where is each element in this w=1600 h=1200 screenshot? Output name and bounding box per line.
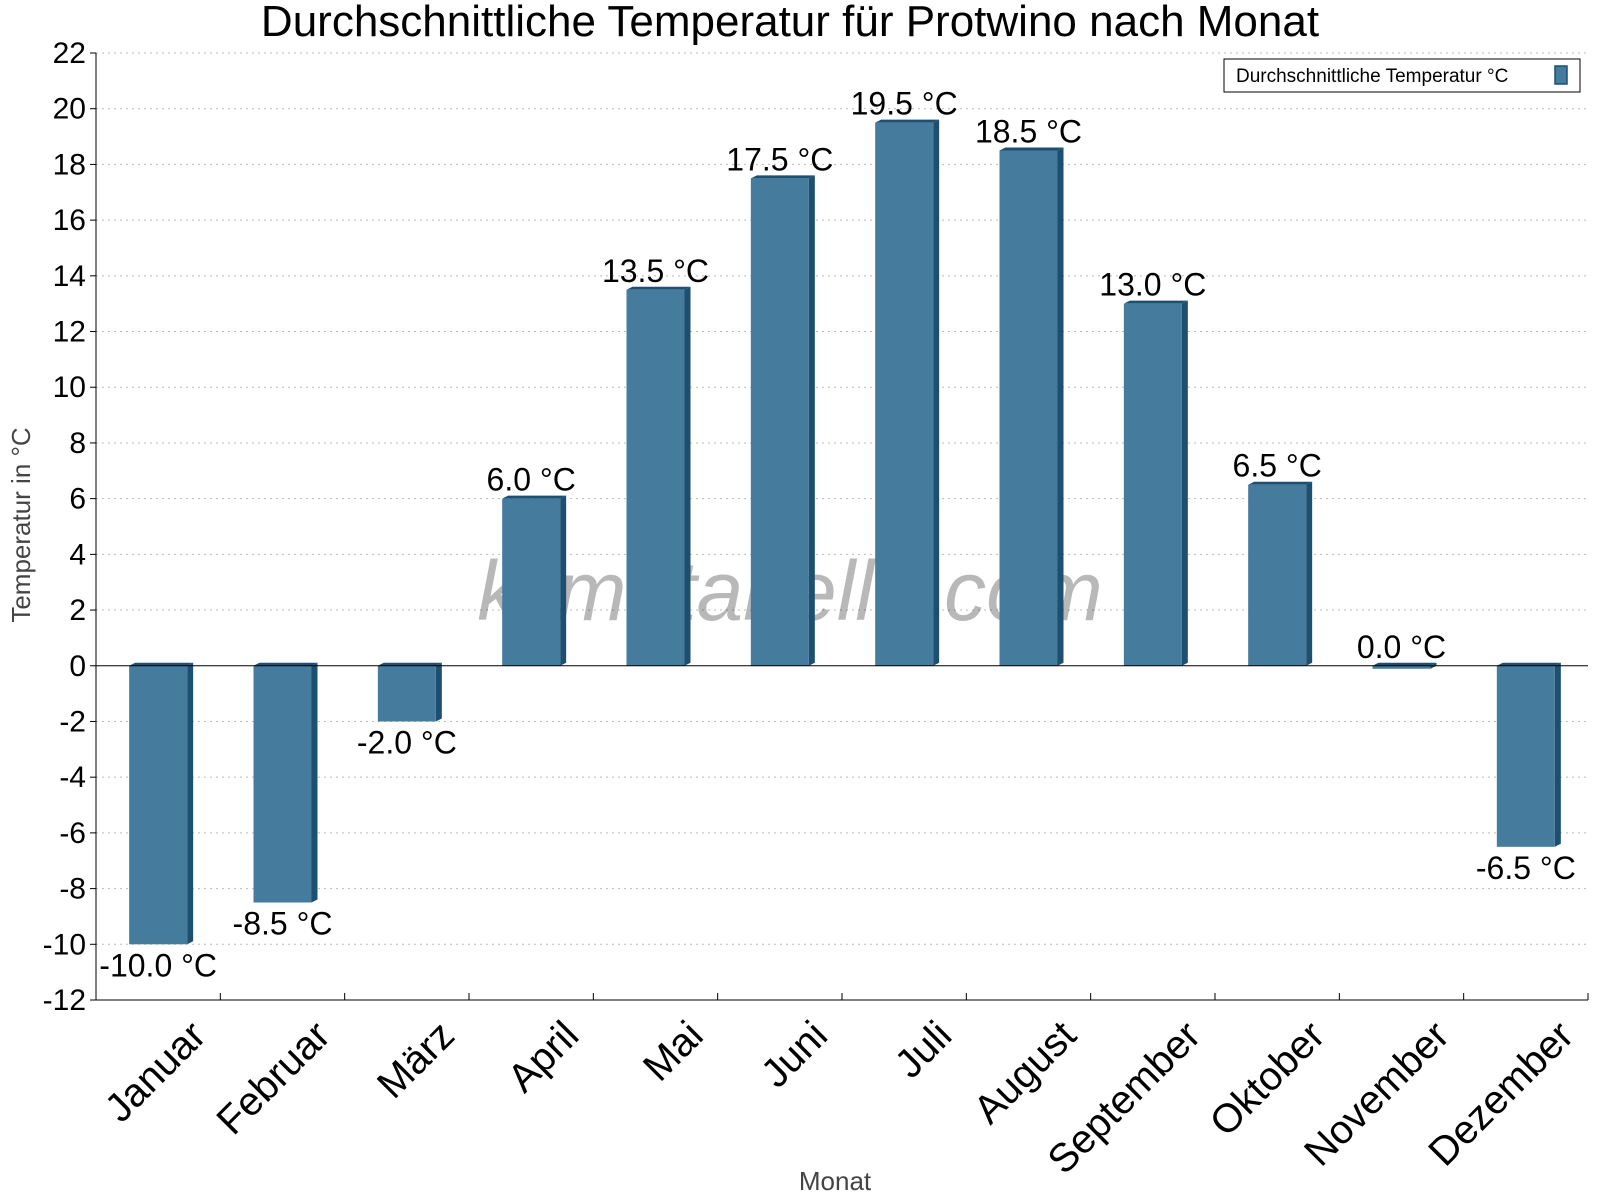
bar-front [253, 665, 312, 903]
bar-front [1123, 303, 1182, 666]
y-tick-label: 18 [53, 148, 86, 181]
bar-september [1123, 300, 1188, 666]
legend-swatch [1554, 65, 1568, 85]
gridlines [96, 52, 1588, 1001]
y-tick-label: -4 [59, 761, 86, 794]
bar-side [808, 175, 815, 666]
x-tick-label: August [965, 1013, 1084, 1132]
y-tick-label: 8 [69, 427, 86, 460]
bar-front [999, 150, 1058, 666]
x-tick-label: Mai [635, 1013, 712, 1090]
bar-front [1248, 484, 1307, 666]
bars [129, 119, 1561, 945]
bar-front [377, 665, 436, 722]
bar-front [502, 498, 561, 666]
data-label: 18.5 °C [975, 113, 1082, 149]
y-tick-label: -2 [59, 705, 86, 738]
y-tick-label: 4 [69, 538, 86, 571]
data-label: -8.5 °C [233, 906, 333, 942]
bar-front [1496, 665, 1555, 847]
bar-front [1372, 665, 1431, 669]
x-tick-label: Juni [753, 1013, 836, 1096]
data-label: -2.0 °C [357, 724, 457, 760]
bar-februar [253, 662, 318, 903]
bar-side [684, 286, 691, 666]
y-tick-label: 2 [69, 594, 86, 627]
y-tick-label: 14 [53, 260, 86, 293]
x-tick-label: Februar [209, 1013, 339, 1143]
bar-front [750, 178, 809, 666]
data-labels: -10.0 °C -8.5 °C -2.0 °C 6.0 °C 13.5 °C 17.5 … [99, 86, 1576, 984]
bar-top [253, 662, 318, 666]
y-tick-label: 16 [53, 204, 86, 237]
data-label: 19.5 °C [851, 86, 958, 122]
bar-side [187, 662, 194, 945]
bar-august [999, 147, 1064, 666]
y-axis-title: Temperatur in °C [6, 427, 36, 622]
y-tick-label: 12 [53, 316, 86, 349]
x-tick-label: Januar [97, 1013, 215, 1131]
bar-side [1057, 147, 1064, 666]
data-label: 17.5 °C [726, 141, 833, 177]
bar-juli [875, 119, 940, 666]
x-tick-label: Juli [887, 1013, 961, 1087]
bar-side [1181, 300, 1188, 666]
bar-side [933, 119, 940, 666]
y-tick-label: 0 [69, 650, 86, 683]
y-tick-label: 22 [53, 37, 86, 70]
bar-front [129, 665, 188, 945]
bar-top [1372, 662, 1437, 666]
bar-mai [626, 286, 691, 666]
legend: Durchschnittliche Temperatur °C [1223, 58, 1581, 93]
x-tick-label: April [500, 1013, 588, 1101]
y-tick-label: 10 [53, 371, 86, 404]
bar-april [502, 495, 567, 666]
x-tick-label: März [369, 1013, 463, 1107]
bar-top [626, 286, 691, 290]
bar-top [999, 147, 1064, 151]
bar-dezember [1496, 662, 1561, 847]
bar-front [875, 122, 934, 666]
bar-märz [377, 662, 442, 722]
y-tick-label: 20 [53, 93, 86, 126]
bar-side [560, 495, 567, 666]
data-label: -6.5 °C [1476, 850, 1576, 886]
data-label: 13.0 °C [1099, 267, 1206, 303]
y-tick-label: -6 [59, 817, 86, 850]
legend-box [1223, 58, 1581, 93]
data-label: -10.0 °C [99, 947, 217, 983]
bar-top [377, 662, 442, 666]
y-tick-label: 6 [69, 483, 86, 516]
x-axis-title: Monat [799, 1166, 872, 1196]
bar-juni [750, 175, 815, 666]
bar-januar [129, 662, 194, 945]
legend-label: Durchschnittliche Temperatur °C [1236, 66, 1508, 87]
bar-top [1248, 481, 1313, 485]
bar-side [435, 662, 442, 722]
bar-top [875, 119, 940, 123]
data-label: 6.0 °C [487, 462, 576, 498]
bar-top [750, 175, 815, 179]
bar-side [311, 662, 318, 903]
bar-oktober [1248, 481, 1313, 666]
bar-top [1123, 300, 1188, 304]
bar-front [626, 289, 685, 666]
y-tick-label: -12 [43, 984, 86, 1017]
data-label: 0.0 °C [1357, 629, 1446, 665]
chart-title: Durchschnittliche Temperatur für Protwin… [261, 0, 1319, 46]
bar-side [1306, 481, 1313, 666]
data-label: 6.5 °C [1233, 448, 1322, 484]
y-tick-label: -10 [43, 928, 86, 961]
bar-side [1554, 662, 1561, 847]
bar-top [129, 662, 194, 666]
bar-top [1496, 662, 1561, 666]
y-tick-label: -8 [59, 873, 86, 906]
data-label: 13.5 °C [602, 253, 709, 289]
bar-top [502, 495, 567, 499]
